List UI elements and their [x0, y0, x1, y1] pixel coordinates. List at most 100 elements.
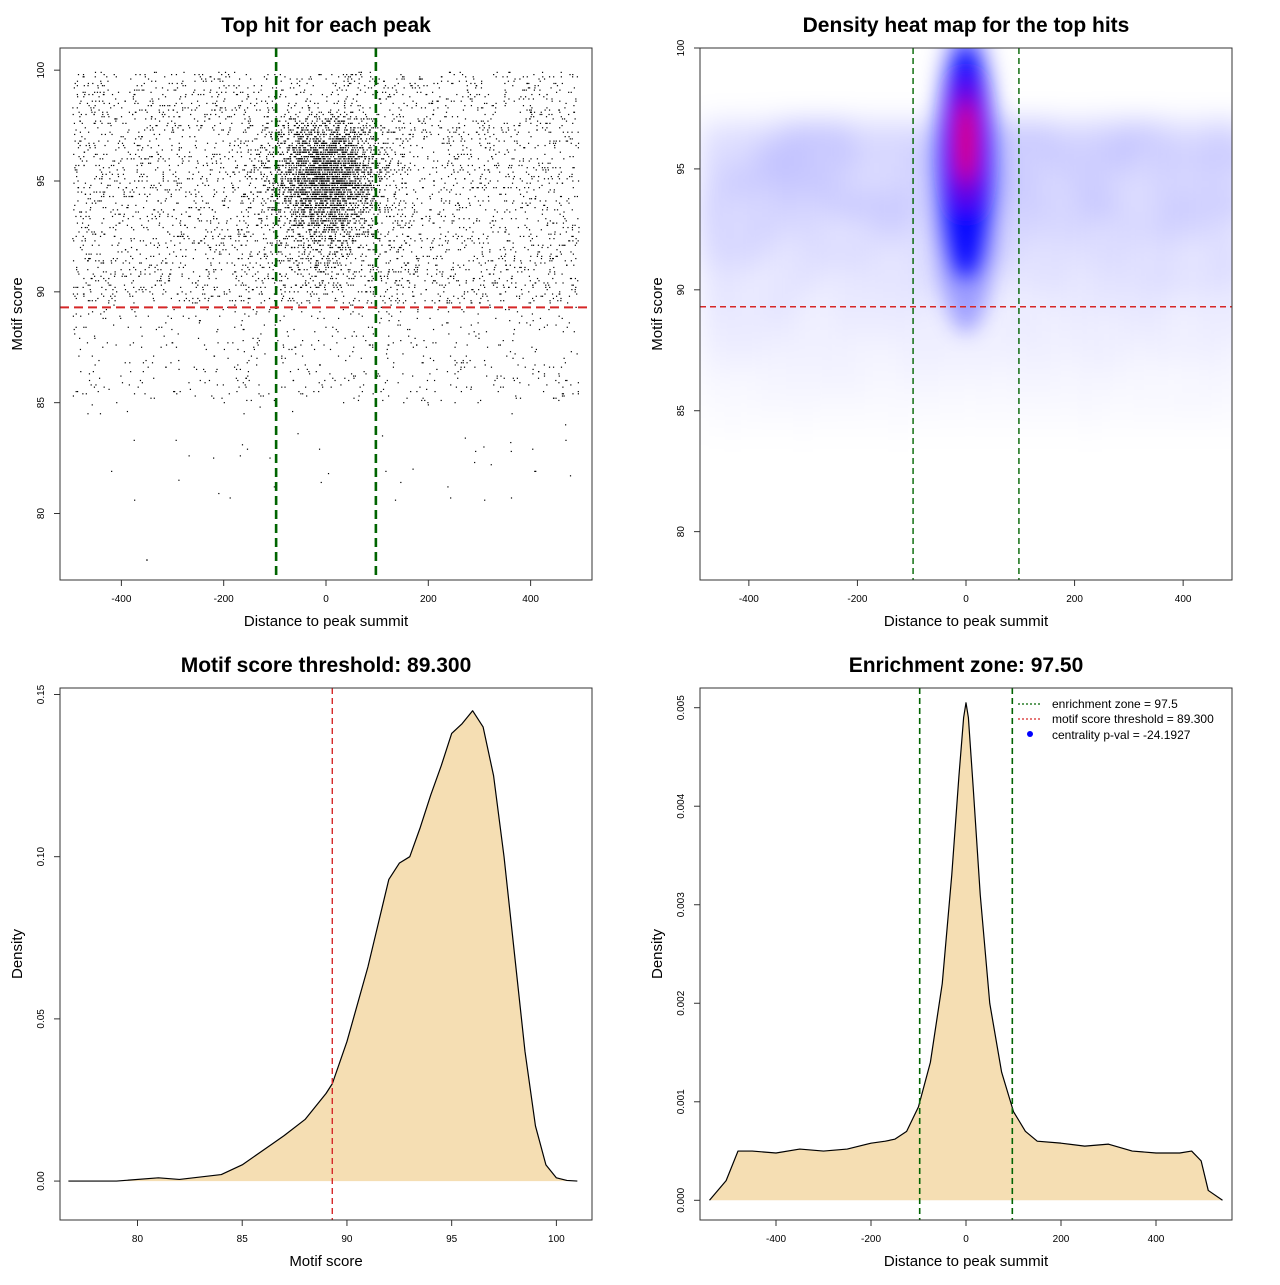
scatter-point	[204, 293, 206, 295]
scatter-point	[162, 175, 164, 178]
scatter-point	[388, 131, 390, 133]
scatter-point	[349, 246, 351, 249]
scatter-point	[302, 182, 304, 184]
scatter-point	[89, 300, 91, 302]
scatter-point	[82, 293, 85, 295]
scatter-point	[460, 140, 462, 142]
scatter-point	[559, 291, 561, 293]
scatter-point	[317, 178, 319, 180]
scatter-point	[378, 175, 380, 178]
scatter-point	[572, 224, 574, 226]
scatter-point	[250, 251, 252, 253]
scatter-point	[273, 486, 275, 488]
scatter-point	[265, 180, 267, 182]
scatter-point	[409, 162, 411, 164]
scatter-point	[244, 129, 246, 131]
scatter-point	[428, 220, 430, 222]
scatter-point	[528, 131, 530, 133]
scatter-point	[362, 175, 364, 178]
scatter-point	[529, 109, 531, 111]
scatter-point	[534, 364, 536, 366]
scatter-point	[249, 120, 251, 122]
scatter-point	[559, 89, 561, 91]
scatter-point	[405, 138, 407, 140]
scatter-point	[329, 246, 331, 249]
scatter-point	[358, 193, 360, 195]
scatter-point	[303, 158, 306, 160]
scatter-point	[573, 331, 575, 333]
scatter-point	[513, 80, 515, 82]
scatter-point	[369, 71, 371, 73]
scatter-point	[167, 215, 169, 218]
scatter-point	[506, 122, 508, 124]
scatter-point	[344, 129, 346, 131]
scatter-point	[176, 293, 178, 295]
scatter-point	[334, 147, 336, 149]
scatter-point	[295, 353, 297, 355]
scatter-point	[345, 167, 348, 169]
scatter-point	[432, 342, 434, 344]
scatter-point	[473, 222, 475, 224]
scatter-point	[289, 257, 291, 260]
scatter-point	[350, 164, 352, 167]
scatter-point	[109, 122, 111, 124]
scatter-point	[511, 158, 513, 160]
scatter-point	[393, 226, 395, 229]
scatter-point	[475, 87, 477, 89]
scatter-point	[138, 193, 141, 195]
scatter-point	[409, 96, 411, 98]
scatter-point	[519, 124, 521, 127]
scatter-point	[323, 255, 325, 257]
scatter-point	[304, 184, 306, 187]
scatter-point	[221, 74, 223, 76]
scatter-point	[151, 98, 153, 100]
scatter-point	[426, 93, 428, 96]
scatter-point	[287, 277, 289, 280]
scatter-point	[364, 175, 366, 178]
scatter-point	[424, 122, 426, 124]
scatter-point	[321, 164, 323, 167]
scatter-point	[566, 140, 569, 142]
scatter-point	[398, 246, 401, 249]
scatter-point	[317, 260, 319, 262]
scatter-point	[484, 96, 486, 98]
scatter-point	[274, 178, 276, 180]
scatter-point	[167, 89, 169, 91]
scatter-point	[108, 300, 110, 302]
scatter-point	[228, 76, 231, 78]
scatter-point	[130, 195, 132, 198]
scatter-point	[551, 113, 553, 116]
scatter-point	[522, 357, 524, 359]
scatter-point	[317, 193, 319, 195]
scatter-point	[110, 107, 112, 109]
scatter-point	[413, 204, 415, 206]
scatter-point	[348, 222, 350, 224]
scatter-point	[343, 200, 345, 202]
scatter-point	[354, 144, 356, 147]
scatter-point	[356, 158, 358, 160]
scatter-point	[269, 242, 271, 244]
scatter-point	[202, 80, 204, 82]
scatter-point	[457, 280, 460, 282]
scatter-point	[471, 289, 473, 291]
scatter-point	[317, 102, 319, 105]
scatter-point	[530, 233, 532, 235]
scatter-point	[381, 133, 384, 136]
scatter-point	[356, 162, 359, 164]
scatter-point	[388, 93, 391, 96]
scatter-point	[304, 215, 307, 218]
scatter-point	[178, 124, 180, 127]
scatter-point	[298, 240, 300, 242]
scatter-point	[517, 131, 520, 133]
scatter-point	[222, 384, 224, 386]
scatter-point	[239, 91, 242, 93]
scatter-point	[404, 269, 406, 271]
scatter-point	[228, 253, 230, 255]
scatter-point	[316, 193, 318, 195]
scatter-point	[332, 200, 335, 202]
scatter-point	[349, 198, 352, 200]
scatter-point	[399, 324, 401, 326]
scatter-point	[327, 207, 329, 209]
scatter-point	[335, 226, 337, 229]
scatter-point	[341, 255, 343, 257]
